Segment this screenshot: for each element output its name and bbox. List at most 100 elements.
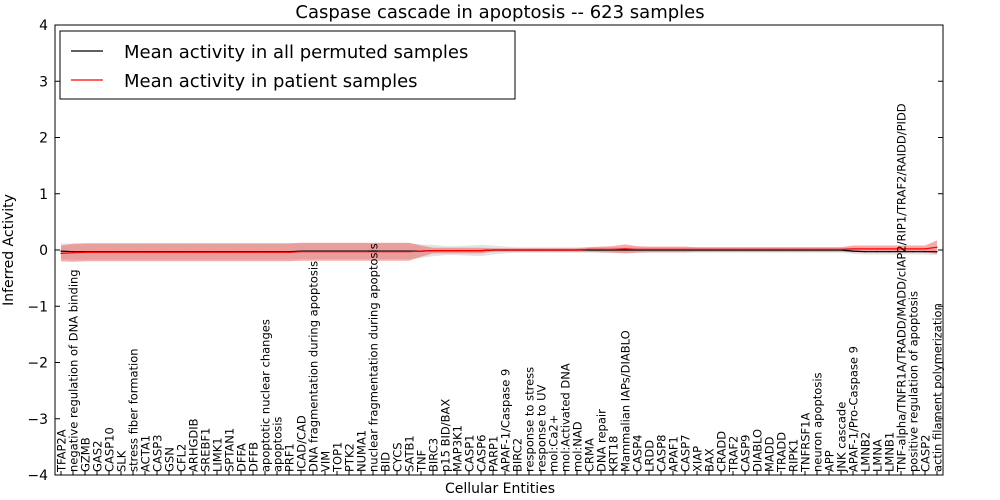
x-tick-label: KRT18 — [607, 436, 621, 472]
data-point-s0-47 — [624, 249, 626, 251]
x-tick-label: TOP1 — [331, 442, 345, 473]
data-point-s1-6 — [132, 251, 134, 253]
data-point-s1-15 — [240, 251, 242, 253]
data-point-s1-40 — [540, 249, 542, 251]
x-tick-label: CASP4 — [631, 435, 645, 472]
data-point-s1-35 — [480, 250, 482, 252]
x-tick-label: XIAP — [691, 446, 705, 472]
x-tick-label: mol:Activated DNA — [559, 363, 573, 472]
x-axis-label: Cellular Entities — [445, 481, 555, 497]
x-tick-label: VIM — [319, 451, 333, 472]
x-tick-label: CASP9 — [739, 435, 753, 472]
data-point-s1-21 — [312, 251, 314, 253]
data-point-s1-9 — [168, 251, 170, 253]
y-tick-label: 1 — [39, 187, 48, 203]
legend-box — [59, 30, 516, 100]
data-point-s1-56 — [732, 248, 734, 250]
x-tick-label: negative regulation of DNA binding — [67, 269, 81, 472]
x-tick-label: TFAP2A — [55, 429, 69, 473]
x-tick-label: TRAF2 — [727, 436, 741, 473]
x-tick-label: nuclear fragmentation during apoptosis — [367, 243, 381, 472]
y-tick-label: 2 — [39, 131, 48, 147]
x-tick-label: apoptotic nuclear changes — [259, 319, 273, 472]
x-tick-label: DNA repair — [595, 409, 609, 472]
data-point-s1-69 — [888, 248, 890, 250]
data-point-s0-67 — [864, 251, 866, 253]
data-point-s1-64 — [828, 248, 830, 250]
data-point-s1-30 — [420, 250, 422, 252]
data-point-s1-11 — [192, 251, 194, 253]
x-tick-label: RIPK1 — [787, 439, 801, 472]
y-axis-label: Inferred Activity — [1, 194, 17, 306]
x-tick-label: GSN — [163, 447, 177, 472]
y-tick-label: −2 — [27, 356, 48, 372]
data-point-s0-1 — [72, 251, 74, 253]
data-point-s1-39 — [528, 249, 530, 251]
x-tick-label: CASP1 — [463, 435, 477, 472]
x-tick-label: MAP3K1 — [451, 425, 465, 472]
data-point-s1-22 — [324, 251, 326, 253]
x-tick-label: CRMA — [583, 438, 597, 472]
data-point-s1-70 — [900, 248, 902, 250]
x-tick-label: CYCS — [391, 442, 405, 472]
legend: Mean activity in all permuted samples Me… — [59, 30, 516, 100]
data-point-s1-45 — [600, 248, 602, 250]
data-point-s0-68 — [876, 251, 878, 253]
data-point-s1-34 — [468, 250, 470, 252]
x-tick-label: BID — [379, 452, 393, 472]
x-tick-label: LIMK1 — [211, 437, 225, 472]
data-point-s1-3 — [96, 251, 98, 253]
x-tick-label: JNK cascade — [835, 402, 849, 473]
data-point-s1-60 — [780, 248, 782, 250]
data-point-s1-26 — [372, 251, 374, 253]
data-point-s1-41 — [552, 249, 554, 251]
data-point-s0-70 — [900, 251, 902, 253]
plot-frame — [54, 24, 944, 476]
data-point-s1-10 — [180, 251, 182, 253]
data-point-s1-4 — [108, 251, 110, 253]
data-point-s1-59 — [768, 248, 770, 250]
data-point-s1-58 — [756, 248, 758, 250]
data-point-s1-28 — [396, 251, 398, 253]
data-point-s1-51 — [672, 248, 674, 250]
x-tick-label: CASP8 — [655, 435, 669, 472]
data-point-s1-33 — [456, 250, 458, 252]
y-tick-label: −1 — [27, 299, 48, 315]
x-tick-label: actin filament polymerization — [931, 303, 945, 472]
x-tick-label: response to stress — [523, 367, 537, 472]
data-point-s1-19 — [288, 251, 290, 253]
data-point-s1-31 — [432, 250, 434, 252]
x-tick-label: PRF1 — [283, 443, 297, 472]
x-tick-label: SLK — [115, 450, 129, 472]
x-tick-label: CASP7 — [679, 435, 693, 472]
data-point-s1-1 — [72, 252, 74, 254]
data-point-s1-38 — [516, 249, 518, 251]
x-tick-label: apoptosis — [271, 417, 285, 472]
x-tick-label: response to UV — [535, 384, 549, 472]
x-tick-label: LMNB1 — [883, 432, 897, 472]
data-point-s0-0 — [60, 250, 62, 252]
data-point-s1-5 — [120, 251, 122, 253]
x-tick-label: BIRC2 — [511, 438, 525, 472]
data-point-s1-8 — [156, 251, 158, 253]
data-point-s1-72 — [924, 248, 926, 250]
data-point-s1-55 — [720, 248, 722, 250]
data-point-s1-37 — [504, 249, 506, 251]
y-tick-label: 4 — [39, 18, 48, 34]
x-tick-label: CFL2 — [175, 444, 189, 472]
x-tick-label: APP — [823, 450, 837, 472]
x-tick-label: TNF-alpha/TNFR1A/TRADD/MADD/cIAP2/RIP1/T… — [895, 103, 909, 473]
x-tick-label: neuron apoptosis — [811, 372, 825, 472]
data-point-s1-32 — [444, 250, 446, 252]
x-tick-label: LMNA — [871, 439, 885, 472]
data-point-s1-53 — [696, 248, 698, 250]
x-tick-label: BAX — [703, 448, 717, 472]
data-point-s1-25 — [360, 251, 362, 253]
x-tick-label: NUMA1 — [355, 430, 369, 472]
data-point-s1-48 — [636, 248, 638, 250]
data-point-s1-66 — [852, 248, 854, 250]
data-point-s1-47 — [624, 248, 626, 250]
data-point-s1-27 — [384, 251, 386, 253]
y-tick-label: 0 — [39, 243, 48, 259]
